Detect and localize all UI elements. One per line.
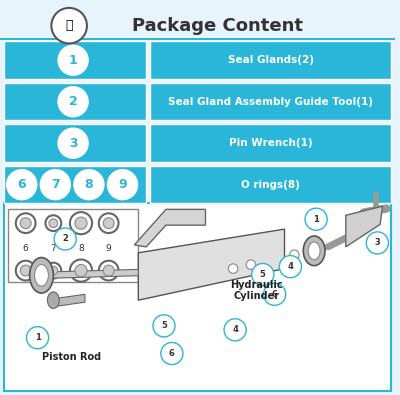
Circle shape bbox=[246, 260, 256, 269]
Circle shape bbox=[103, 218, 114, 229]
FancyBboxPatch shape bbox=[150, 166, 391, 203]
FancyBboxPatch shape bbox=[4, 166, 146, 203]
FancyBboxPatch shape bbox=[150, 124, 391, 162]
Polygon shape bbox=[138, 229, 284, 300]
FancyBboxPatch shape bbox=[4, 41, 146, 79]
Circle shape bbox=[99, 213, 118, 233]
Circle shape bbox=[20, 265, 31, 276]
Circle shape bbox=[70, 260, 92, 282]
FancyBboxPatch shape bbox=[150, 83, 391, 120]
Circle shape bbox=[74, 170, 104, 200]
Text: 8: 8 bbox=[84, 178, 93, 191]
Circle shape bbox=[58, 87, 88, 117]
Circle shape bbox=[290, 250, 299, 260]
Circle shape bbox=[58, 45, 88, 75]
Circle shape bbox=[16, 213, 36, 233]
Ellipse shape bbox=[48, 292, 59, 308]
Circle shape bbox=[224, 319, 246, 341]
Circle shape bbox=[153, 315, 175, 337]
Text: 5: 5 bbox=[161, 322, 167, 330]
Text: Seal Gland Assembly Guide Tool(1): Seal Gland Assembly Guide Tool(1) bbox=[168, 97, 373, 107]
Text: 3: 3 bbox=[374, 239, 380, 247]
Text: Hydraulic
Cylinder: Hydraulic Cylinder bbox=[230, 280, 283, 301]
Text: 6: 6 bbox=[23, 245, 28, 253]
Circle shape bbox=[54, 228, 76, 250]
Polygon shape bbox=[57, 294, 85, 306]
Circle shape bbox=[46, 215, 61, 231]
Circle shape bbox=[70, 212, 92, 234]
Circle shape bbox=[75, 217, 87, 229]
FancyBboxPatch shape bbox=[8, 209, 138, 282]
Text: 6: 6 bbox=[272, 290, 278, 299]
Ellipse shape bbox=[34, 265, 48, 286]
Circle shape bbox=[279, 256, 302, 278]
Circle shape bbox=[75, 265, 87, 276]
Text: 2: 2 bbox=[62, 235, 68, 243]
FancyBboxPatch shape bbox=[4, 124, 146, 162]
Text: 📖: 📖 bbox=[66, 19, 73, 32]
Text: 1: 1 bbox=[69, 54, 78, 67]
Circle shape bbox=[108, 170, 138, 200]
Text: 2: 2 bbox=[69, 95, 78, 108]
Circle shape bbox=[58, 128, 88, 158]
Circle shape bbox=[20, 218, 31, 229]
Circle shape bbox=[49, 219, 58, 228]
Text: 4: 4 bbox=[288, 262, 293, 271]
Text: Pin Wrench(1): Pin Wrench(1) bbox=[229, 138, 312, 148]
Text: Seal Glands(2): Seal Glands(2) bbox=[228, 55, 314, 65]
Text: 5: 5 bbox=[260, 270, 266, 279]
Polygon shape bbox=[346, 206, 382, 247]
Circle shape bbox=[228, 264, 238, 273]
Text: O rings(8): O rings(8) bbox=[241, 180, 300, 190]
Polygon shape bbox=[42, 269, 138, 278]
Circle shape bbox=[16, 261, 36, 280]
Circle shape bbox=[40, 170, 70, 200]
Circle shape bbox=[99, 261, 118, 280]
Ellipse shape bbox=[303, 236, 325, 266]
Text: 8: 8 bbox=[78, 245, 84, 253]
Text: 7: 7 bbox=[51, 178, 60, 191]
Circle shape bbox=[366, 232, 388, 254]
Text: 6: 6 bbox=[18, 178, 26, 191]
FancyBboxPatch shape bbox=[4, 83, 146, 120]
Circle shape bbox=[49, 266, 58, 275]
Circle shape bbox=[51, 8, 87, 43]
Circle shape bbox=[305, 208, 327, 230]
Polygon shape bbox=[134, 209, 206, 247]
Circle shape bbox=[7, 170, 37, 200]
Circle shape bbox=[264, 283, 286, 305]
Text: Piston Rod: Piston Rod bbox=[42, 352, 101, 363]
FancyBboxPatch shape bbox=[4, 203, 391, 391]
Ellipse shape bbox=[308, 242, 320, 260]
Text: 3: 3 bbox=[69, 137, 78, 150]
Ellipse shape bbox=[30, 258, 53, 293]
Text: 4: 4 bbox=[232, 325, 238, 334]
Circle shape bbox=[252, 263, 274, 286]
Circle shape bbox=[26, 327, 49, 349]
FancyBboxPatch shape bbox=[150, 41, 391, 79]
FancyBboxPatch shape bbox=[0, 38, 395, 40]
Circle shape bbox=[161, 342, 183, 365]
Text: 1: 1 bbox=[313, 215, 319, 224]
Circle shape bbox=[103, 265, 114, 276]
Circle shape bbox=[46, 263, 61, 278]
Text: 9: 9 bbox=[118, 178, 127, 191]
Text: 6: 6 bbox=[169, 349, 175, 358]
Text: 7: 7 bbox=[50, 245, 56, 253]
Text: 1: 1 bbox=[35, 333, 40, 342]
Text: Package Content: Package Content bbox=[132, 17, 303, 35]
Text: 9: 9 bbox=[106, 245, 112, 253]
